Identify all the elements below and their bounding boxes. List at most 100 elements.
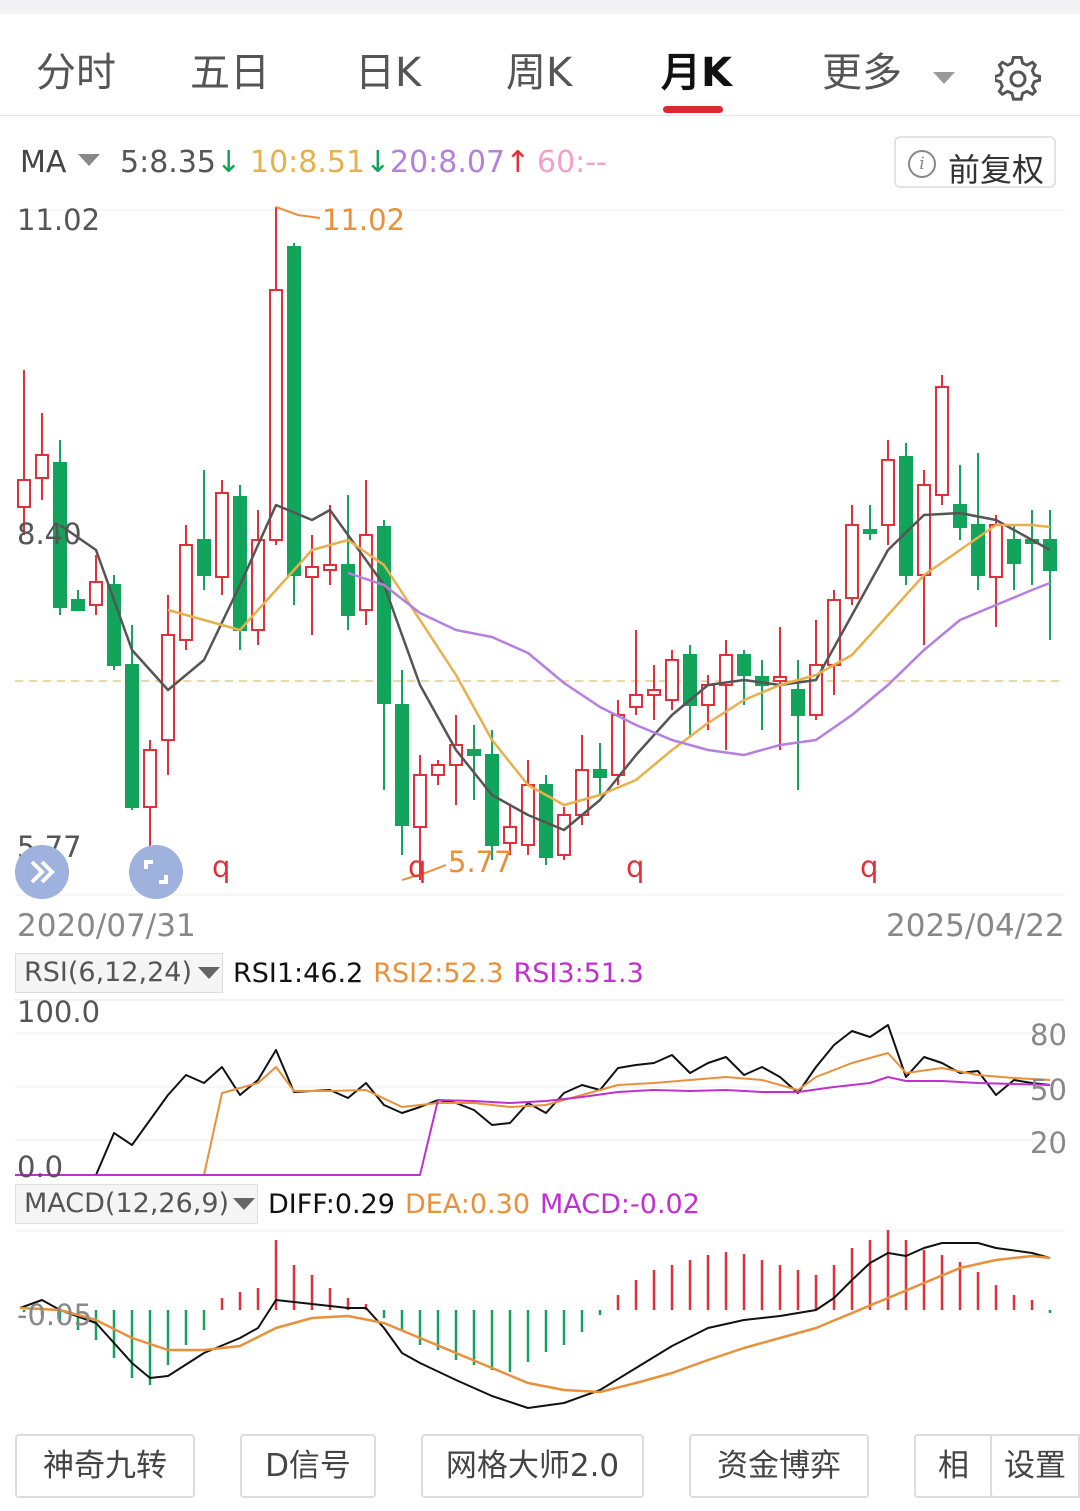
candle-body [377,526,391,704]
candle-body [863,529,877,534]
date-start: 2020/07/31 [17,908,196,944]
rsi1-value: RSI1:46.2 [233,958,364,989]
ma20-value: 20:8.07↑ [390,145,531,180]
d-signal-button[interactable]: D信号 [240,1434,376,1498]
diff-value: DIFF:0.29 [268,1189,395,1220]
dea-value: DEA:0.30 [404,1189,530,1220]
chart-marker: q [212,850,231,884]
candle-body [431,764,445,776]
gear-icon[interactable] [995,56,1041,102]
status-strip [0,0,1080,14]
rsi-level-80: 80 [1030,1018,1067,1052]
candle-body [611,714,625,776]
high-price-pointer [275,206,321,219]
adjustment-button[interactable]: i 前复权 [894,136,1056,189]
date-end: 2025/04/22 [886,908,1065,944]
candle-body [935,386,949,496]
candle-body [197,539,211,576]
rsi3-value: RSI3:51.3 [513,958,644,989]
candle-body [413,774,427,828]
macd-value: MACD:-0.02 [540,1189,700,1220]
candle-body [665,659,679,701]
candle-body [269,289,283,541]
chevron-down-icon[interactable] [933,72,955,84]
high-price-label: 11.02 [322,203,406,237]
candle-body [557,814,571,856]
chevron-down-icon [198,967,220,979]
candle-body [917,484,931,576]
candle-body [53,462,67,608]
nine-turn-button[interactable]: 神奇九转 [15,1434,195,1498]
settings-button[interactable]: 设置 [990,1434,1080,1498]
candle-body [953,504,967,528]
candle-body [791,689,805,716]
related-button[interactable]: 相 [914,1434,994,1498]
fullscreen-button[interactable] [129,845,183,899]
candle-body [737,654,751,676]
candle-body [881,459,895,526]
macd-chart[interactable] [0,1228,1080,1418]
candle-body [809,664,823,716]
candle-body [593,769,607,778]
candle-body [395,704,409,826]
candle-body [341,564,355,616]
candle-body [161,634,175,741]
candle-body [179,544,193,641]
rsi-selector[interactable]: RSI(6,12,24) [15,953,223,993]
macd-diff-line [19,1242,1051,1409]
macd-selector[interactable]: MACD(12,26,9) [15,1184,258,1224]
info-icon: i [908,150,936,178]
candle-body [323,564,337,571]
double-chevron-right-icon [30,860,55,884]
tab-intraday[interactable]: 分时 [36,50,116,96]
macd-axis-label: -0.05 [17,1298,93,1332]
rsi-level-50: 50 [1030,1073,1067,1107]
rsi-axis-max: 100.0 [17,995,101,1029]
grid-master-button[interactable]: 网格大师2.0 [421,1434,644,1498]
low-price-label: 5.77 [448,845,513,879]
candle-body [449,744,463,766]
candle-body [1043,539,1057,571]
rsi-values: RSI1:46.2 RSI2:52.3 RSI3:51.3 [233,958,654,989]
rsi2-line [15,1052,1051,1176]
fullscreen-icon [144,860,168,884]
candle-body [719,654,733,686]
macd-values: DIFF:0.29 DEA:0.30 MACD:-0.02 [268,1189,710,1220]
ma-label[interactable]: MA [20,145,67,180]
candle-body [503,826,517,844]
adjustment-label: 前复权 [948,151,1045,189]
candlestick-chart[interactable] [0,195,1080,905]
tab-monthly-k[interactable]: 月K [661,50,732,96]
candle-body [89,581,103,606]
candle-body [233,496,247,631]
tab-weekly-k[interactable]: 周K [506,50,573,96]
candle-body [287,246,301,576]
capital-game-button[interactable]: 资金博弈 [689,1434,869,1498]
rsi3-line [15,1076,1051,1176]
candle-body [17,479,31,508]
macd-dea-line [19,1254,1051,1394]
candle-body [467,749,481,756]
bottom-toolbar: 神奇九转 D信号 网格大师2.0 资金博弈 相 设置 [0,1425,1080,1511]
tab-more[interactable]: 更多 [822,50,902,96]
rsi-level-20: 20 [1030,1126,1067,1160]
rsi2-value: RSI2:52.3 [373,958,504,989]
candle-body [575,769,589,816]
chevron-down-icon[interactable] [78,154,100,166]
ma10-line [167,523,1051,807]
candle-body [1007,539,1021,564]
tab-five-day[interactable]: 五日 [190,50,270,96]
ma5-value: 5:8.35↓ [120,145,242,180]
rsi-chart[interactable] [0,995,1080,1180]
candle-body [35,454,49,479]
ma5-line [59,503,1051,832]
macd-name: MACD(12,26,9) [24,1188,230,1219]
candle-body [845,524,859,599]
candle-body [971,524,985,576]
period-tabs: 分时 五日 日K 周K 月K 更多 [0,14,1080,116]
chevron-down-icon [233,1198,255,1210]
candle-body [683,654,697,706]
tab-daily-k[interactable]: 日K [355,50,422,96]
expand-button[interactable] [15,845,69,899]
ma10-value: 10:8.51↓ [250,145,391,180]
